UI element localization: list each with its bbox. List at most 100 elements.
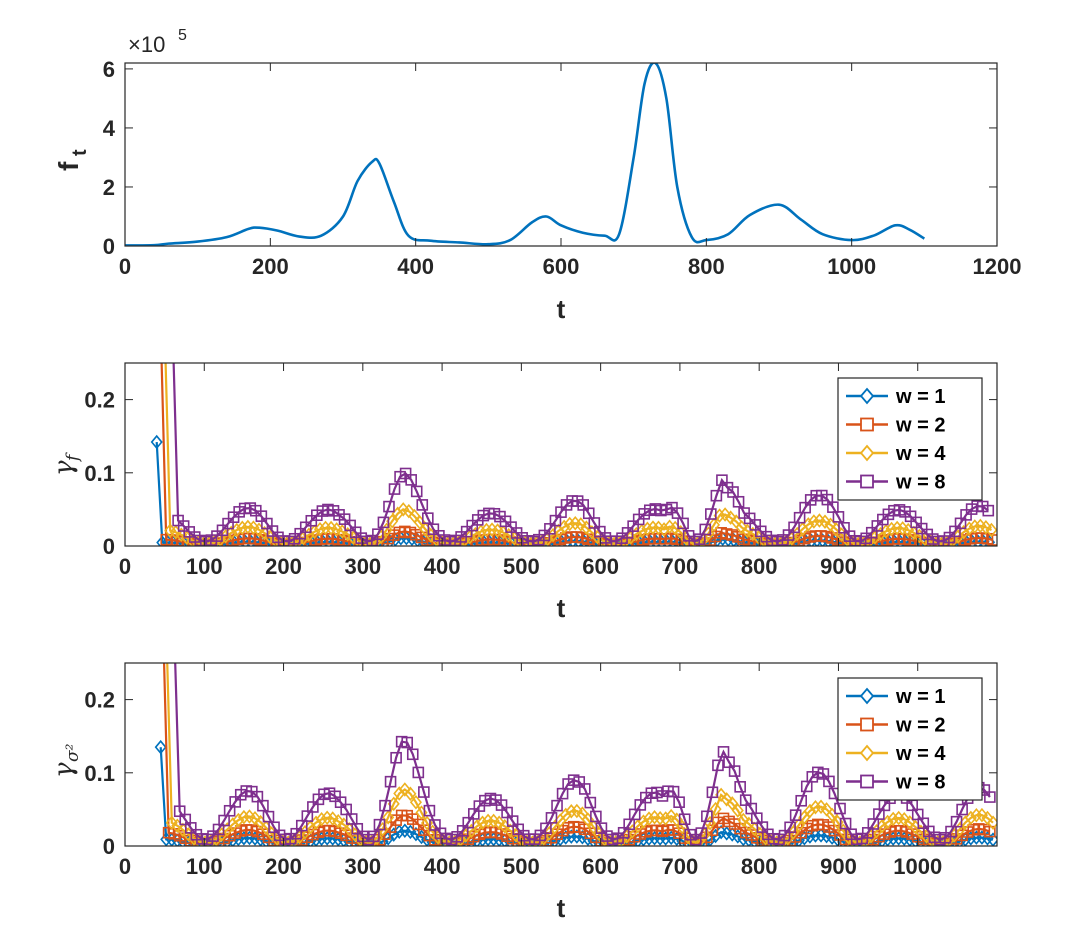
marker-diamond [737,812,750,828]
legend-label: w = 8 [895,472,945,494]
x-tick-label: 1000 [827,254,876,279]
marker-diamond [707,517,721,533]
marker-diamond [482,813,495,829]
bottom-x-label: t [557,893,566,923]
series-line-ft [125,63,926,246]
marker-diamond [326,811,339,826]
marker-diamond [382,810,395,825]
panel-bottom-gamma-sigma: 0 100 200 300 400 500 600 700 800 900 100000.10.2 … [49,662,998,923]
x-tick-label: 800 [741,854,778,879]
x-tick-label: 200 [252,254,289,279]
top-ticks: 0 200 400 600 800 1000 1200 0 2 4 6 [103,57,1022,279]
marker-square [673,796,685,808]
top-exponent-power: 5 [178,27,187,44]
marker-square [823,775,835,788]
marker-diamond [150,434,163,450]
legend-label: w = 1 [895,686,945,708]
legend-marker-square [860,417,874,432]
x-tick-label: 900 [820,554,857,579]
legend-label: w = 2 [895,415,945,437]
marker-diamond [393,786,406,801]
top-exponent-base: ×10 [128,32,165,57]
marker-diamond [563,516,576,532]
marker-square [678,813,691,826]
middle-legend: w = 1 w = 2 w = 4 w = 8 [837,377,983,501]
marker-diamond [970,807,983,823]
x-tick-label: 1000 [893,854,942,879]
marker-diamond [476,815,489,831]
y-tick-label: 4 [103,116,116,141]
marker-diamond [735,520,748,535]
x-tick-label: 100 [186,854,223,879]
legend-marker-square [860,474,874,489]
marker-square [832,511,845,523]
bottom-ticks: 0 100 200 300 400 500 600 700 800 900 1000 0 0.1 0.2 [84,663,997,879]
x-tick-label: 500 [503,854,540,879]
marker-diamond [726,796,739,811]
marker-diamond [248,810,262,826]
marker-diamond [154,739,167,755]
marker-diamond [665,808,678,824]
panel-top-ft: 0 200 400 600 800 1000 1200 0 2 4 6 ×10 5 t f t [53,27,1021,324]
marker-square [699,523,712,536]
x-tick-label: 200 [265,854,302,879]
marker-square [416,499,429,511]
x-tick-label: 300 [344,854,381,879]
marker-square [584,796,597,809]
marker-diamond [807,514,820,529]
x-tick-label: 0 [119,854,131,879]
legend-label: w = 1 [895,386,945,408]
legend-marker-diamond [859,687,875,705]
y-tick-label: 0.2 [84,388,115,413]
legend-label: w = 4 [895,743,946,765]
marker-diamond [720,792,733,807]
top-x-label: t [557,294,566,324]
bottom-legend: w = 1 w = 2 w = 4 w = 8 [837,677,983,801]
marker-square [384,775,397,788]
marker-square [706,786,719,799]
marker-diamond [968,519,981,534]
marker-square [412,766,425,779]
marker-square [388,483,401,495]
marker-square [383,500,395,513]
marker-diamond [658,522,671,537]
legend-marker-square [860,717,874,732]
legend-label: w = 2 [895,715,945,737]
marker-diamond [493,815,506,831]
marker-square [390,751,402,764]
marker-square [677,517,689,530]
middle-axes-box [124,362,998,547]
marker-diamond [709,801,722,817]
marker-diamond [979,520,992,535]
bottom-y-label: γ σ² [49,743,83,778]
marker-diamond [574,517,587,532]
legend-label: w = 8 [895,772,945,794]
top-plot-area [125,63,926,246]
x-tick-label: 500 [503,554,540,579]
y-tick-label: 0.1 [84,761,115,786]
marker-square [734,781,746,793]
marker-diamond [719,507,732,522]
marker-square [701,810,713,823]
x-tick-label: 0 [119,254,131,279]
marker-diamond [964,810,977,826]
marker-square [956,803,968,816]
bottom-plot-area [154,663,997,846]
legend-marker-diamond [859,387,875,405]
marker-diamond [236,520,249,536]
y-tick-label: 0 [103,234,115,259]
x-tick-label: 400 [397,254,434,279]
x-tick-label: 800 [741,554,778,579]
marker-diamond [659,811,672,826]
marker-square [784,821,796,834]
marker-square [257,799,269,812]
marker-square [406,748,419,761]
marker-square [982,504,995,517]
x-tick-label: 800 [688,254,725,279]
y-tick-label: 0.1 [84,461,115,486]
marker-diamond [814,799,828,814]
marker-diamond [237,809,250,825]
marker-diamond [981,810,994,826]
marker-square [379,799,391,812]
bottom-axes-box [124,662,998,847]
